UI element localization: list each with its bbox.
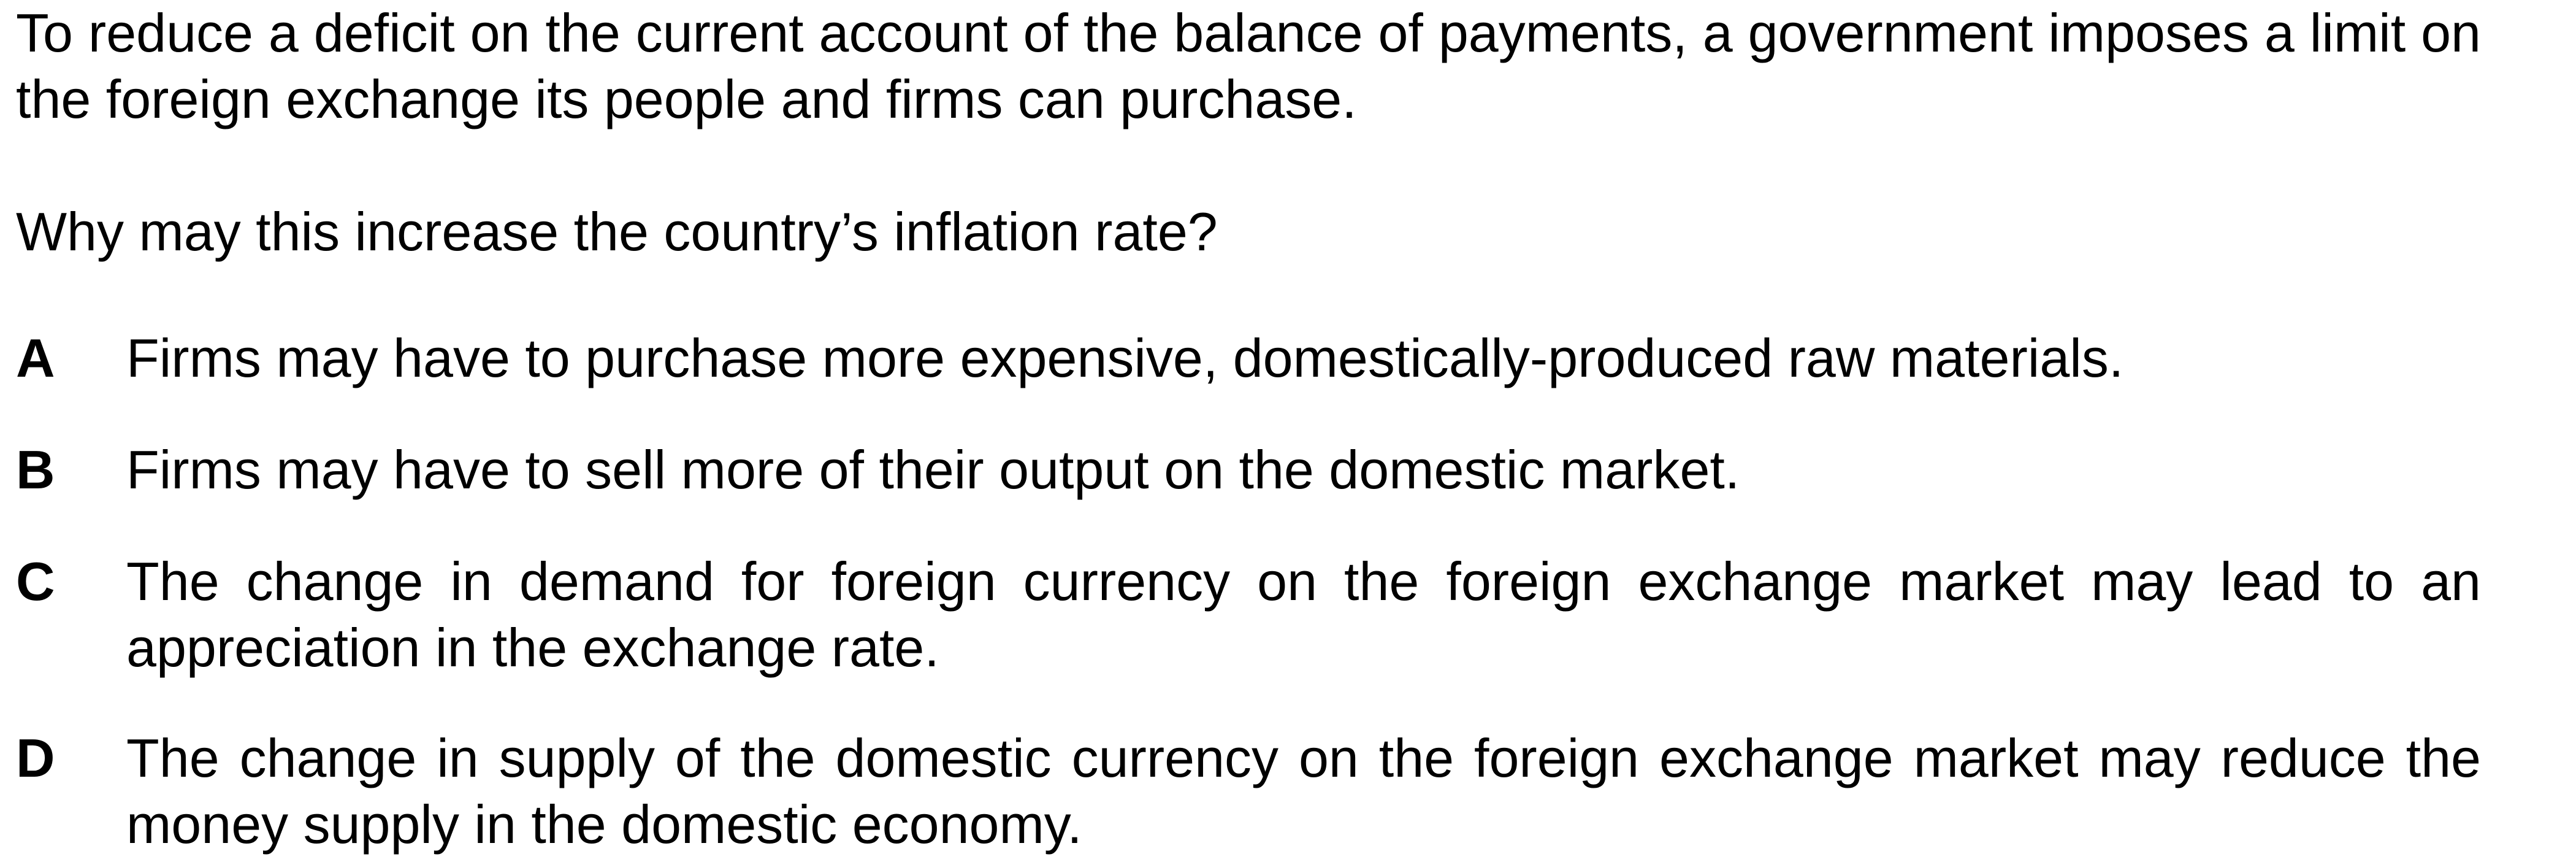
option-letter-c: C bbox=[16, 551, 55, 612]
option-text-a: Firms may have to purchase more expensiv… bbox=[126, 328, 2124, 388]
option-text-b: Firms may have to sell more of their out… bbox=[126, 439, 1740, 500]
question-stem: To reduce a deficit on the current accou… bbox=[16, 2, 2481, 129]
question-prompt: Why may this increase the country’s infl… bbox=[16, 201, 1218, 262]
option-text-c: The change in demand for foreign currenc… bbox=[126, 551, 2481, 678]
option-letter-a: A bbox=[16, 328, 55, 388]
option-letter-d: D bbox=[16, 728, 55, 788]
option-text-d: The change in supply of the domestic cur… bbox=[126, 728, 2481, 855]
option-letter-b: B bbox=[16, 439, 55, 500]
